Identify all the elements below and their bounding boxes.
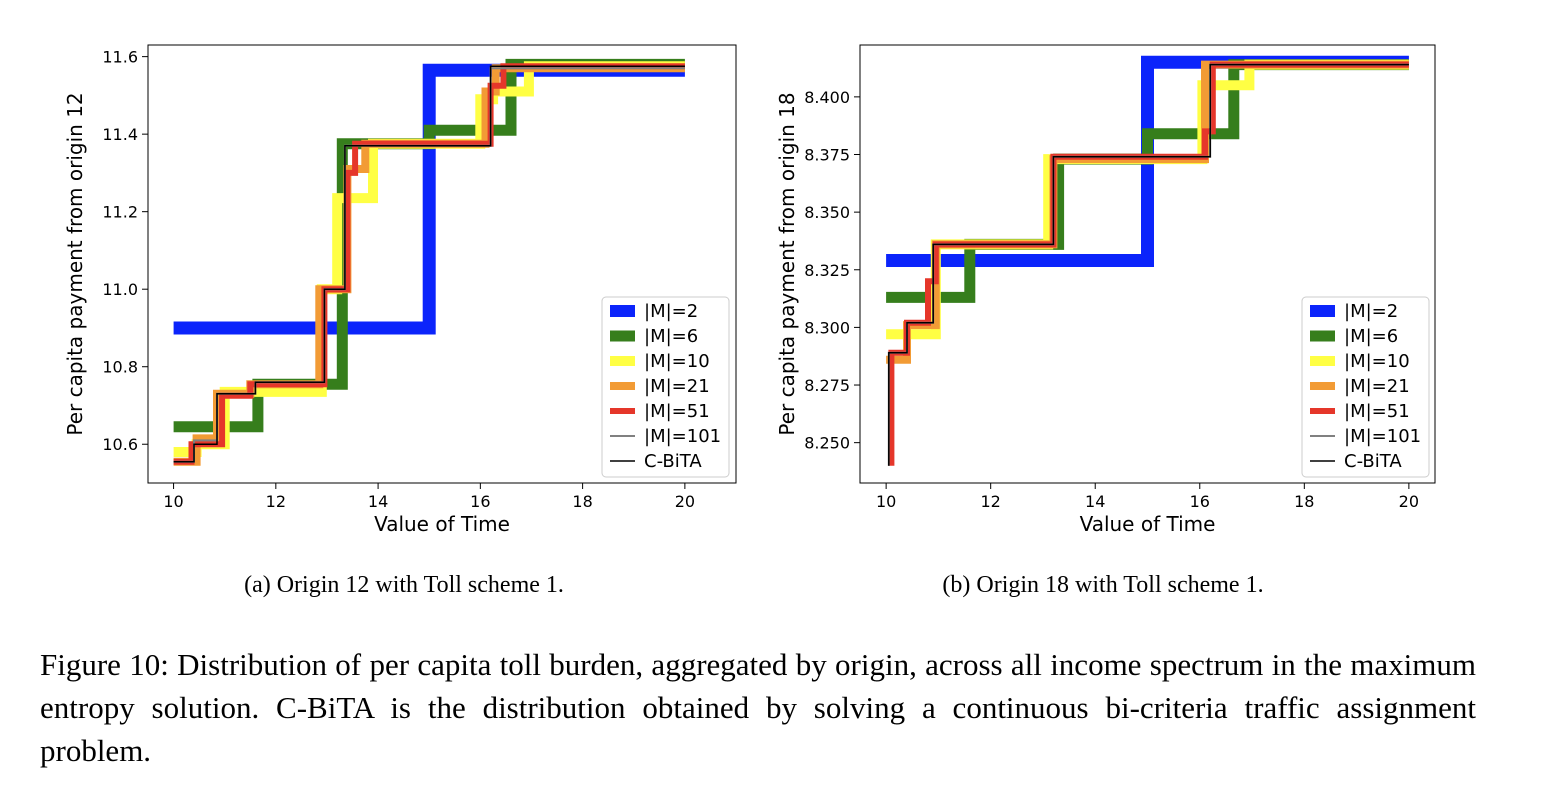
y-tick-label: 10.6 [102,435,138,454]
x-tick-label: 16 [1190,492,1210,511]
legend-entry-label: C-BiTA [644,451,702,472]
plot-area [886,55,1409,466]
plot-area [173,58,685,466]
x-tick-label: 14 [368,492,388,511]
legend-entry-label: |M|=10 [1344,351,1410,372]
y-tick-label: 8.400 [804,88,850,107]
subfigure-caption: (a) Origin 12 with Toll scheme 1. [244,572,564,598]
x-tick-label: 12 [266,492,286,511]
legend-entry-label: |M|=6 [644,326,698,347]
legend-entry-label: |M|=51 [1344,401,1410,422]
x-tick-label: 14 [1085,492,1105,511]
legend-entry-label: |M|=51 [644,401,710,422]
chart-origin-18: 10 12 14 16 18 20 8.250 8.275 8.300 8.325 8.350 8.3… [775,44,1436,598]
subfigure-caption: (b) Origin 18 with Toll scheme 1. [942,572,1263,598]
figure-caption: Figure 10: Distribution of per capita to… [40,647,1476,768]
series-line [173,63,685,335]
y-axis-label: Per capita payment from origin 12 [63,92,87,435]
x-tick-label: 10 [876,492,896,511]
x-tick-label: 12 [981,492,1001,511]
legend-entry-label: C-BiTA [1344,451,1402,472]
x-tick-label: 10 [163,492,183,511]
y-tick-label: 11.4 [102,125,138,144]
x-tick-label: 20 [675,492,695,511]
legend: |M|=2 |M|=6 |M|=10 |M|=21 |M|=51 |M|=101 C-BiT… [1301,296,1430,478]
x-tick-label: 20 [1399,492,1419,511]
x-tick-label: 16 [470,492,490,511]
legend-entry-label: |M|=21 [1344,376,1410,397]
plot-frame [147,44,737,484]
y-tick-label: 11.6 [102,48,138,67]
y-tick-label: 8.325 [804,261,850,280]
legend-entry-label: |M|=101 [644,426,721,447]
x-axis-label: Value of Time [1080,512,1216,536]
x-tick-label: 18 [1294,492,1314,511]
y-axis-label: Per capita payment from origin 18 [775,92,799,435]
series-line [173,65,685,463]
y-tick-label: 11.0 [102,280,138,299]
y-tick-label: 8.300 [804,318,850,337]
chart-origin-12: 10 12 14 16 18 20 10.6 10.8 11.0 11.2 11.4 11.6 Valu… [63,44,737,598]
legend-box [601,296,730,478]
legend-entry-label: |M|=2 [644,301,698,322]
legend: |M|=2 |M|=6 |M|=10 |M|=21 |M|=51 |M|=101 C-BiT… [601,296,730,478]
y-tick-label: 8.375 [804,146,850,165]
legend-entry-label: |M|=6 [1344,326,1398,347]
legend-entry-label: |M|=101 [1344,426,1421,447]
y-tick-label: 10.8 [102,358,138,377]
y-tick-label: 8.275 [804,376,850,395]
legend-box [1301,296,1430,478]
series-line [888,63,1409,466]
x-tick-label: 18 [572,492,592,511]
legend-entry-label: |M|=2 [1344,301,1398,322]
y-tick-label: 8.250 [804,434,850,453]
legend-entry-label: |M|=10 [644,351,710,372]
legend-entry-label: |M|=21 [644,376,710,397]
y-tick-label: 11.2 [102,203,138,222]
x-axis-label: Value of Time [374,512,510,536]
plot-frame [859,44,1436,484]
y-tick-label: 8.350 [804,203,850,222]
